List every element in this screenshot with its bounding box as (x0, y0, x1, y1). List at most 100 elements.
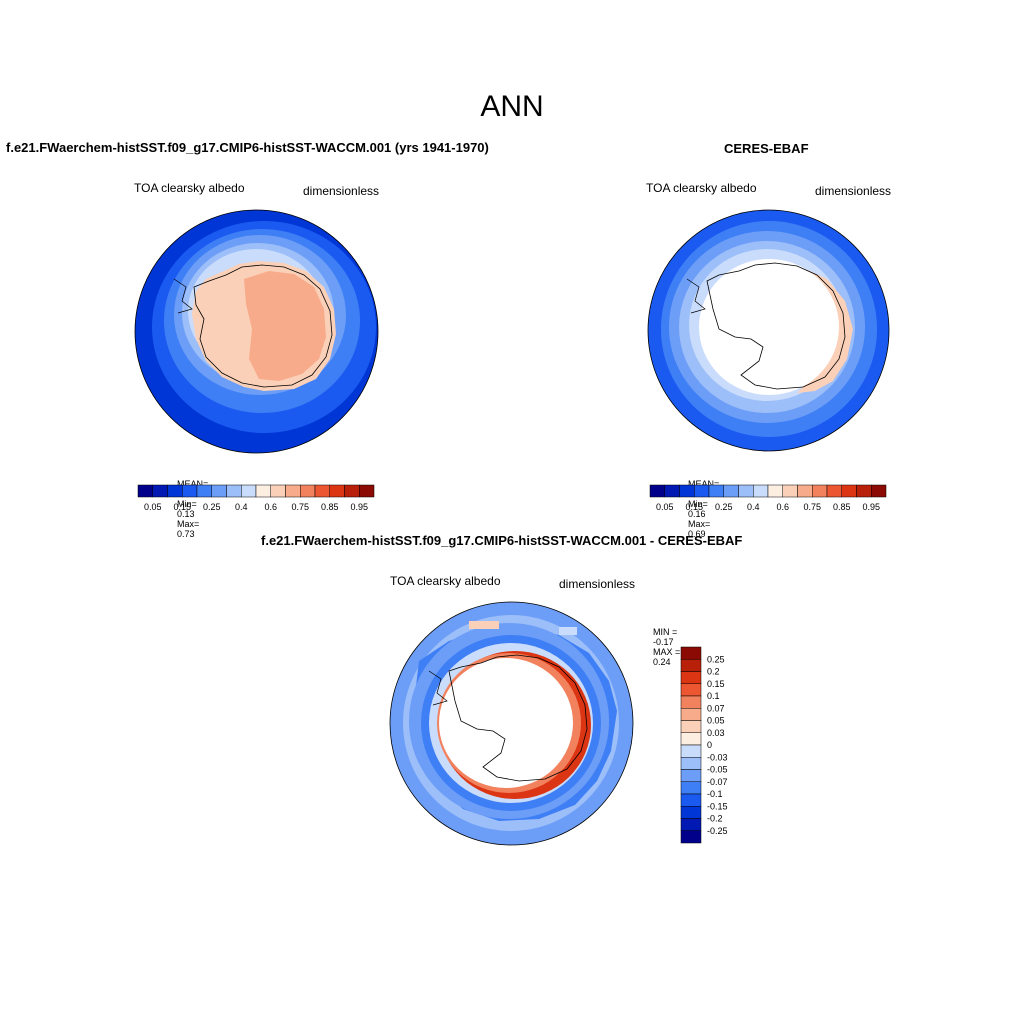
panel1-colorbar-box (270, 484, 286, 498)
panel3-colorbar-tick-label: 0 (707, 740, 712, 750)
panel3-colorbar-box (680, 744, 702, 758)
panel2-colorbar-box (841, 484, 857, 498)
panel3-colorbar-tick-label: 0.07 (707, 703, 725, 713)
panel3-colorbar-box (680, 659, 702, 672)
panel1-colorbar-box (196, 484, 212, 498)
panel3-colorbar-box (680, 818, 702, 831)
panel1-variable-label: TOA clearsky albedo (134, 181, 245, 195)
panel1-polar-map (134, 209, 379, 454)
panel1-colorbar-box (167, 484, 183, 498)
panel2-colorbar-box (856, 484, 872, 498)
panel3-colorbar-box (680, 720, 702, 733)
panel1-colorbar-box (137, 484, 153, 498)
panel2-colorbar-tick-label: 0.15 (685, 502, 703, 512)
panel3-min-label: MIN = (653, 627, 678, 637)
panel2-colorbar-box (797, 484, 813, 498)
panel2-units-label: dimensionless (815, 184, 892, 198)
panel3-colorbar-box (680, 671, 702, 684)
panel3-colorbar-tick-label: 0.15 (707, 679, 725, 689)
panel3-min-value: -0.17 (653, 637, 674, 647)
panel3-title: f.e21.FWaerchem-histSST.f09_g17.CMIP6-hi… (261, 533, 743, 548)
panel3-colorbar-box (680, 793, 702, 807)
panel3-colorbar-tick-label: 0.2 (707, 667, 720, 677)
panel1-colorbar-tick-label: 0.95 (350, 502, 368, 512)
panel1-max-value: 0.73 (177, 529, 195, 539)
panel2-title: CERES-EBAF (724, 141, 809, 156)
panel2-colorbar-tick-label: 0.75 (803, 502, 821, 512)
panel1-colorbar-tick-label: 0.6 (264, 502, 277, 512)
panel1-min-label: Min= (177, 499, 197, 509)
panel3-colorbar-tick-label: -0.03 (707, 752, 728, 762)
panel3-colorbar-box (680, 646, 702, 660)
panel2-colorbar-box (694, 484, 710, 498)
panel2-variable-label: TOA clearsky albedo (646, 181, 757, 195)
panel1-colorbar-tick-label: 0.15 (173, 502, 191, 512)
panel1-colorbar-box (182, 484, 198, 498)
panel1-colorbar-box (314, 484, 330, 498)
panel1-min-value: 0.13 (177, 509, 195, 519)
panel2-colorbar-box (708, 484, 724, 498)
panel2-colorbar-box (679, 484, 695, 498)
panel3-variable-label: TOA clearsky albedo (390, 574, 501, 588)
panel2-colorbar-tick-label: 0.4 (747, 502, 760, 512)
panel1-units-label: dimensionless (303, 184, 380, 198)
panel2-colorbar-tick-label: 0.95 (862, 502, 880, 512)
panel3-colorbar-box (680, 695, 702, 709)
panel3-colorbar-box (680, 757, 702, 770)
panel3-units-label: dimensionless (559, 577, 636, 591)
panel2-colorbar-box (871, 484, 887, 498)
panel1-colorbar-box (285, 484, 301, 498)
panel2-colorbar-box (812, 484, 828, 498)
panel1-colorbar-box (255, 484, 271, 498)
panel3-colorbar-tick-label: 0.05 (707, 716, 725, 726)
panel2-colorbar-tick-label: 0.25 (715, 502, 733, 512)
panel3-colorbar-tick-label: 0.1 (707, 691, 720, 701)
panel1-colorbar-tick-label: 0.05 (144, 502, 162, 512)
panel2-min-label: Min= (688, 499, 708, 509)
panel2-min-value: 0.16 (688, 509, 706, 519)
panel3-colorbar-box (680, 769, 702, 782)
panel2-colorbar-tick-label: 0.6 (776, 502, 789, 512)
panel2-colorbar-box (826, 484, 842, 498)
panel1-colorbar-box (152, 484, 168, 498)
panel2-max-label: Max= (688, 519, 711, 529)
panel1-colorbar-box (226, 484, 242, 498)
panel3-colorbar-tick-label: -0.25 (707, 826, 728, 836)
panel2-colorbar-box (782, 484, 798, 498)
panel3-colorbar-tick-label: -0.1 (707, 789, 723, 799)
panel1-max-label: Max= (177, 519, 200, 529)
panel3-colorbar-box (680, 732, 702, 746)
panel2-colorbar-box (723, 484, 739, 498)
panel2-mean-label: MEAN= (688, 479, 720, 489)
panel1-colorbar-tick-label: 0.25 (203, 502, 221, 512)
panel3-colorbar-tick-label: -0.05 (707, 765, 728, 775)
panel1-mean-label: MEAN= (177, 479, 209, 489)
panel2-polar-map (647, 209, 890, 452)
panel3-colorbar: 0.25 0.2 0.15 0.1 0.07 0.05 0.03 0 -0.03 -0.05 -0.… (680, 646, 728, 844)
figure-title: ANN (480, 90, 544, 123)
panel2-colorbar-tick-label: 0.85 (833, 502, 851, 512)
panel3-colorbar-tick-label: -0.2 (707, 814, 723, 824)
panel1-colorbar-tick-label: 0.75 (291, 502, 309, 512)
panel2-colorbar-box (664, 484, 680, 498)
panel1-colorbar-box (300, 484, 316, 498)
panel1-colorbar-tick-label: 0.85 (321, 502, 339, 512)
panel1-colorbar-box (241, 484, 257, 498)
panel2-colorbar-tick-label: 0.05 (656, 502, 674, 512)
panel1-colorbar-box (329, 484, 345, 498)
panel3-max-label: MAX = (653, 647, 681, 657)
panel2-max-value: 0.69 (688, 529, 706, 539)
panel2-colorbar-box (649, 484, 665, 498)
panel2-colorbar: 0.05 0.15 0.25 0.4 0.6 0.75 0.85 0.95 (649, 484, 887, 512)
panel3-colorbar-box (680, 830, 702, 844)
panel3-colorbar-box (680, 683, 702, 697)
panel2-colorbar-box (767, 484, 783, 498)
panel1-colorbar-box (344, 484, 360, 498)
panel3-polar-map (389, 601, 634, 846)
panel3-colorbar-tick-label: -0.07 (707, 777, 728, 787)
panel2-colorbar-box (738, 484, 754, 498)
panel2-colorbar-box (753, 484, 769, 498)
panel1-colorbar: 0.05 0.15 0.25 0.4 0.6 0.75 0.85 0.95 (137, 484, 375, 512)
panel1-title: f.e21.FWaerchem-histSST.f09_g17.CMIP6-hi… (6, 140, 489, 155)
panel3-colorbar-tick-label: -0.15 (707, 801, 728, 811)
